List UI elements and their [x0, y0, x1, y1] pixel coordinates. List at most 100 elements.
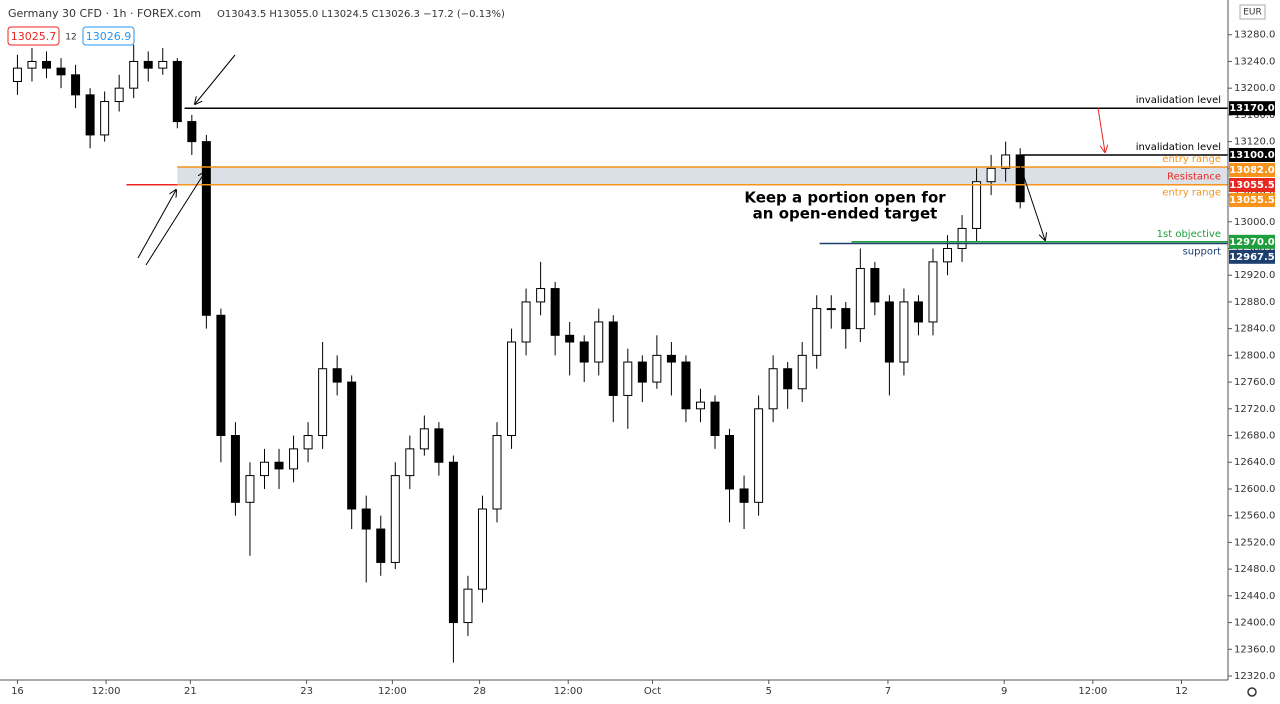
price-tag-label: 13055.5	[1229, 180, 1275, 191]
candle-body	[986, 167, 996, 183]
sell-box[interactable]	[7, 26, 60, 46]
candle-body	[972, 181, 982, 229]
level-label: 1st objective	[1157, 229, 1221, 240]
price-tag	[1229, 177, 1275, 192]
candle-body	[434, 428, 444, 463]
arrow	[137, 190, 176, 259]
buy-price[interactable]: 13026.9	[86, 30, 132, 43]
candle-body	[216, 314, 226, 437]
y-tick-label: 12360.0	[1234, 644, 1275, 655]
candle-body	[100, 101, 110, 136]
arrow	[1019, 164, 1045, 240]
candle-body	[405, 448, 415, 477]
candle-body	[579, 341, 589, 363]
candle-body	[695, 401, 705, 410]
candle-body	[42, 60, 52, 69]
candle-body	[841, 308, 851, 330]
price-tag	[1229, 249, 1275, 264]
candle-body	[550, 288, 560, 336]
currency[interactable]: EUR	[1243, 8, 1262, 18]
candle-body	[637, 361, 647, 383]
candle-body	[172, 60, 182, 123]
y-tick-label: 13160.0	[1234, 110, 1275, 121]
spread: 12	[65, 33, 76, 43]
price-tag-label: 12967.5	[1229, 252, 1275, 263]
candle-body	[870, 268, 880, 303]
x-tick-label: 12:00	[1078, 686, 1107, 697]
candle-body	[303, 435, 313, 450]
candle-body	[85, 94, 95, 136]
candle-body	[448, 461, 458, 624]
level-label: entry range	[1162, 188, 1221, 199]
price-axis	[1228, 0, 1280, 704]
candle-body	[114, 87, 124, 103]
candle-body	[477, 508, 487, 590]
candle-body	[318, 368, 328, 437]
x-tick-label: 12	[1175, 686, 1188, 697]
candle-body	[797, 354, 807, 390]
candle-body	[1001, 154, 1011, 169]
y-tick-label: 12760.0	[1234, 377, 1275, 388]
y-tick-label: 12840.0	[1234, 324, 1275, 335]
candle-body	[768, 368, 778, 410]
y-tick-label: 12640.0	[1234, 457, 1275, 468]
level-label: invalidation level	[1136, 142, 1221, 153]
x-tick-label: 28	[473, 686, 486, 697]
currency-box[interactable]	[1239, 4, 1266, 20]
level-label: support	[1183, 246, 1221, 257]
candle-body	[957, 227, 967, 249]
y-tick-label: 12520.0	[1234, 537, 1275, 548]
candle-body	[230, 435, 240, 503]
candle-body	[187, 121, 197, 143]
y-tick-label: 12600.0	[1234, 484, 1275, 495]
price-tag	[1229, 147, 1275, 162]
candle-body	[245, 475, 255, 503]
price-tag	[1229, 234, 1275, 249]
price-tag-label: 12970.0	[1229, 237, 1275, 248]
candle-body	[623, 361, 633, 396]
y-tick-label: 13280.0	[1234, 30, 1275, 41]
sell-price[interactable]: 13025.7	[11, 30, 57, 43]
time-axis	[0, 680, 1280, 704]
buy-box[interactable]	[82, 26, 135, 46]
price-tag-label: 13055.5	[1229, 195, 1275, 206]
candle-body	[884, 301, 894, 363]
x-tick-label: 7	[885, 686, 891, 697]
y-tick-label: 12560.0	[1234, 511, 1275, 522]
candle-body	[71, 74, 81, 96]
candle-body	[536, 288, 546, 303]
level-label: invalidation level	[1136, 95, 1221, 106]
price-tag-label: 13100.0	[1229, 150, 1275, 161]
candle-body	[565, 334, 575, 343]
arrow	[1097, 107, 1105, 152]
candle-body	[725, 435, 735, 490]
settings-icon[interactable]	[1247, 687, 1257, 697]
y-tick-label: 12880.0	[1234, 297, 1275, 308]
x-tick-label: 12:00	[554, 686, 583, 697]
price-tag	[1229, 192, 1275, 207]
price-tag	[1229, 162, 1275, 177]
candle-body	[826, 308, 836, 311]
candle-body	[56, 67, 66, 76]
arrow	[145, 172, 205, 266]
candle-body	[259, 461, 269, 477]
y-tick-label: 12800.0	[1234, 350, 1275, 361]
y-tick-label: 12680.0	[1234, 431, 1275, 442]
x-tick-label: 12:00	[378, 686, 407, 697]
candle-body	[681, 361, 691, 410]
annotation: an open-ended target	[753, 205, 938, 223]
candle-body	[274, 461, 284, 470]
header-bg	[0, 0, 1228, 24]
x-tick-label: 5	[766, 686, 772, 697]
candle-body	[928, 261, 938, 323]
candle-body	[855, 268, 865, 330]
chart-title: Germany 30 CFD · 1h · FOREX.com	[8, 7, 201, 20]
y-tick-label: 13000.0	[1234, 217, 1275, 228]
y-tick-label: 13240.0	[1234, 56, 1275, 67]
candle-body	[27, 60, 37, 69]
y-tick-label: 12320.0	[1234, 671, 1275, 682]
candle-body	[652, 354, 662, 383]
candle-body	[129, 60, 139, 89]
level-label: entry range	[1162, 154, 1221, 165]
